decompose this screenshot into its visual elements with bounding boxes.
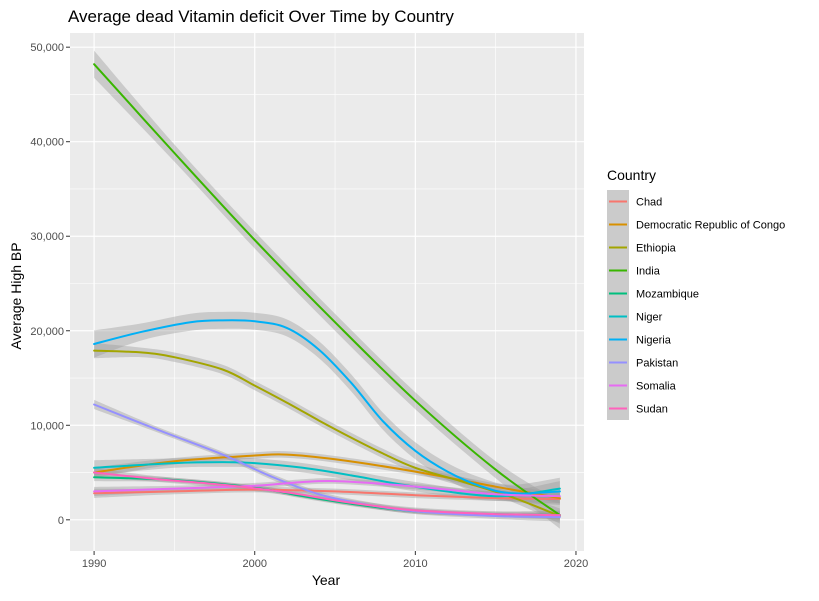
confidence-band-somalia xyxy=(94,478,560,501)
x-tick-label: 2010 xyxy=(403,558,427,570)
legend-label: Ethiopia xyxy=(636,243,677,255)
series-line-niger xyxy=(93,461,561,498)
x-tick-label: 2000 xyxy=(242,558,266,570)
series-line-pakistan xyxy=(93,403,561,518)
y-tick-label: 0 xyxy=(58,515,64,527)
series-line-india xyxy=(93,63,561,517)
x-axis-title: Year xyxy=(312,572,341,588)
series-line-democratic-republic-of-congo xyxy=(93,453,561,500)
legend-title: Country xyxy=(607,167,656,183)
series-line-sudan xyxy=(93,471,561,517)
series-line-chad xyxy=(93,488,561,500)
series-line-ethiopia xyxy=(93,349,561,517)
y-tick-label: 30,000 xyxy=(30,231,64,243)
confidence-band-democratic-republic-of-congo xyxy=(94,450,560,504)
legend-label: Somalia xyxy=(636,381,677,393)
axes: 1990 2000 2010 2020 0 10,000 20,000 30,000 40,00… xyxy=(30,42,588,570)
y-tick-label: 20,000 xyxy=(30,326,64,338)
legend-label: India xyxy=(636,266,661,278)
legend: Chad Democratic Republic of Congo Ethiopia… xyxy=(607,190,785,420)
x-tick-label: 1990 xyxy=(82,558,106,570)
x-tick-label: 2020 xyxy=(564,558,588,570)
legend-label: Chad xyxy=(636,197,662,209)
confidence-band-india xyxy=(94,50,560,529)
legend-label: Niger xyxy=(636,312,663,324)
legend-label: Mozambique xyxy=(636,289,699,301)
y-axis-title: Average High BP xyxy=(8,242,24,349)
confidence-band-sudan xyxy=(94,468,560,520)
confidence-band-mozambique xyxy=(94,473,560,519)
plot-panel xyxy=(70,33,584,551)
y-tick-label: 40,000 xyxy=(30,137,64,149)
legend-label: Sudan xyxy=(636,404,668,416)
y-tick-label: 10,000 xyxy=(30,420,64,432)
legend-label: Pakistan xyxy=(636,358,678,370)
series-line-somalia xyxy=(93,479,561,498)
series-line-nigeria xyxy=(93,319,561,495)
confidence-band-ethiopia xyxy=(94,343,560,524)
chart-title: Average dead Vitamin deficit Over Time b… xyxy=(68,7,454,26)
legend-label: Nigeria xyxy=(636,335,672,347)
y-tick-label: 50,000 xyxy=(30,42,64,54)
legend-label: Democratic Republic of Congo xyxy=(636,220,785,232)
